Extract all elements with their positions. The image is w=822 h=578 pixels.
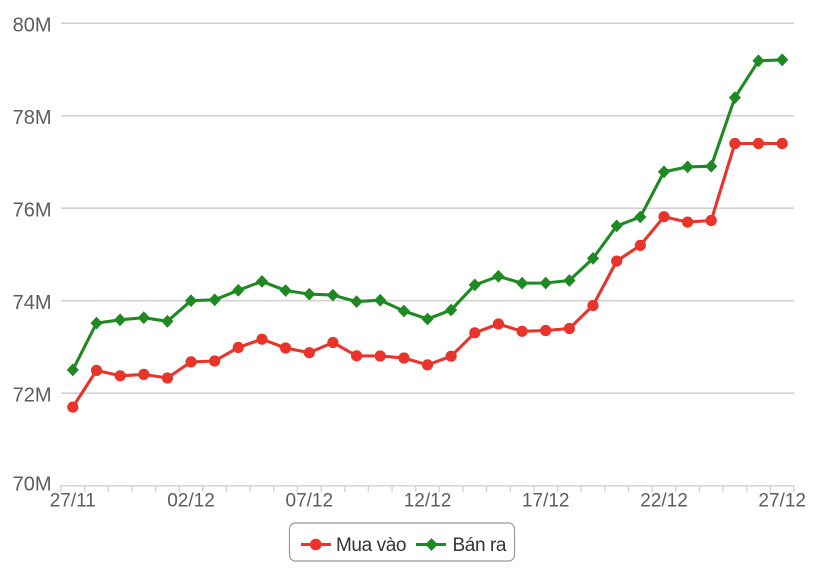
svg-text:27/12: 27/12 (758, 491, 806, 512)
svg-text:Bán ra: Bán ra (453, 535, 507, 556)
svg-text:78M: 78M (13, 107, 52, 129)
svg-text:74M: 74M (13, 292, 52, 314)
svg-text:76M: 76M (13, 200, 52, 222)
svg-text:70M: 70M (13, 473, 52, 495)
svg-text:17/12: 17/12 (522, 491, 570, 512)
svg-text:07/12: 07/12 (286, 491, 334, 512)
svg-text:12/12: 12/12 (404, 491, 452, 512)
svg-text:80M: 80M (13, 15, 52, 37)
svg-text:27/11: 27/11 (50, 491, 96, 512)
svg-text:22/12: 22/12 (640, 491, 688, 512)
svg-text:Mua vào: Mua vào (336, 535, 406, 556)
svg-text:72M: 72M (13, 385, 52, 407)
svg-text:02/12: 02/12 (167, 491, 215, 512)
